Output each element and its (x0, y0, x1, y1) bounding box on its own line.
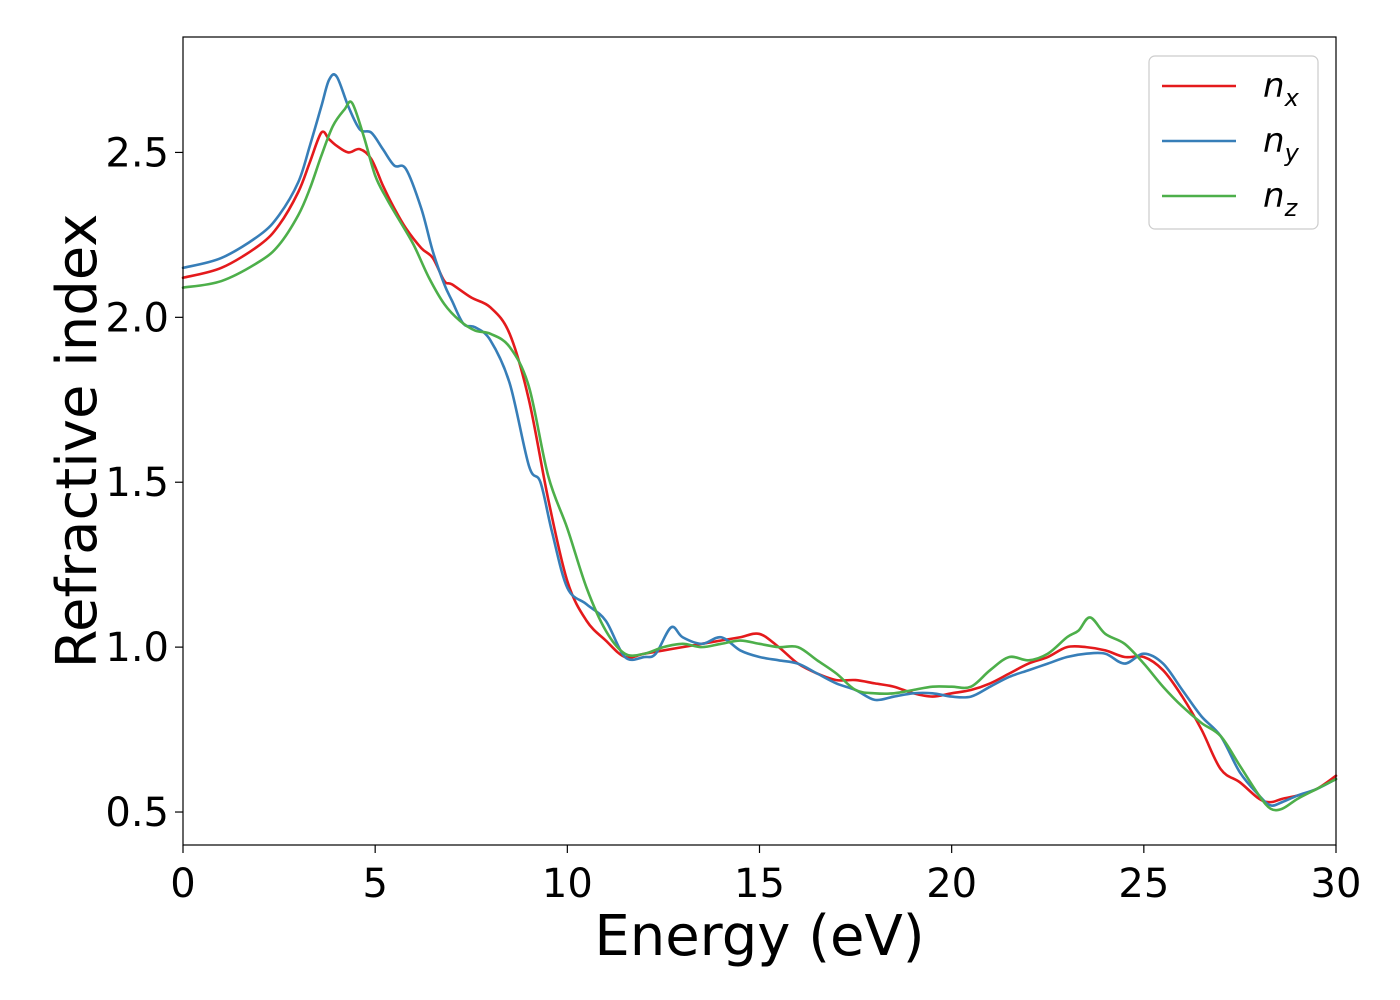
x-axis-ticks: 0 5 10 15 20 25 30 (170, 845, 1361, 907)
series-line-n-z (181, 100, 1338, 812)
x-tick-label: 5 (362, 861, 387, 907)
legend-label: nz (1263, 176, 1299, 222)
y-axis-ticks: 0.5 1.0 1.5 2.0 2.5 (105, 130, 183, 836)
x-axis-label: Energy (eV) (594, 904, 924, 969)
x-tick-label: 30 (1311, 861, 1362, 907)
legend: nx ny nz (1148, 55, 1319, 230)
x-tick-label: 25 (1118, 861, 1169, 907)
x-tick-label: 10 (542, 861, 593, 907)
y-tick-label: 1.5 (105, 460, 169, 506)
x-tick-label: 0 (170, 861, 195, 907)
series-layer (181, 73, 1338, 812)
y-axis-label: Refractive index (45, 214, 110, 669)
x-tick-label: 15 (734, 861, 785, 907)
y-tick-label: 2.5 (105, 130, 169, 176)
y-tick-label: 2.0 (105, 295, 169, 341)
x-tick-label: 20 (926, 861, 977, 907)
legend-box (1148, 55, 1319, 230)
y-tick-label: 0.5 (105, 790, 169, 836)
legend-label: nx (1263, 66, 1300, 112)
legend-label: ny (1263, 121, 1300, 167)
y-tick-label: 1.0 (105, 625, 169, 671)
